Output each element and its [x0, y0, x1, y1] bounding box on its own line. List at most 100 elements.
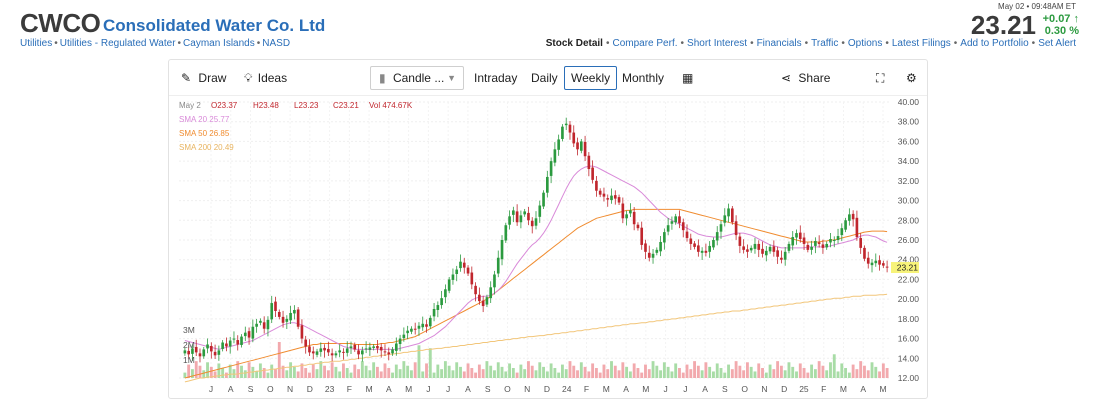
- x-tick-label: J: [209, 384, 213, 394]
- price-candles: [183, 117, 889, 363]
- candle-body: [523, 211, 526, 215]
- candle-body: [829, 239, 832, 243]
- candle-body: [508, 216, 511, 225]
- x-tick-label: F: [347, 384, 352, 394]
- volume-bar: [738, 365, 742, 378]
- candle-body: [704, 250, 708, 253]
- volume-bar: [594, 368, 598, 378]
- breadcrumb-sector[interactable]: Utilities: [20, 38, 53, 49]
- link-short-interest[interactable]: Short Interest: [687, 38, 748, 49]
- volume-bar: [428, 348, 432, 378]
- share-icon: ⋖: [781, 71, 792, 85]
- link-options[interactable]: Options: [847, 38, 883, 49]
- volume-bar: [560, 364, 564, 378]
- candle-body: [553, 149, 557, 163]
- volume-bar: [662, 362, 666, 378]
- fullscreen-button[interactable]: ⛶: [876, 66, 884, 90]
- volume-bar: [236, 361, 240, 378]
- link-financials[interactable]: Financials: [756, 38, 802, 49]
- chart-type-select[interactable]: ▮ Candle ... ▼: [370, 66, 464, 90]
- volume-bar: [708, 366, 712, 378]
- volume-bar: [783, 370, 787, 378]
- calendar-icon: ▦: [682, 71, 694, 85]
- volume-bar: [787, 362, 791, 378]
- volume-bars: [183, 342, 889, 378]
- price-change: +0.07 ↑ 0.30 %: [1043, 13, 1079, 37]
- volume-bar: [368, 370, 372, 378]
- sma20-line: [184, 165, 888, 350]
- x-tick-label: A: [702, 384, 708, 394]
- volume-bar: [481, 369, 485, 378]
- candle-body: [663, 232, 666, 243]
- volume-bar: [262, 368, 266, 378]
- candle-body: [410, 328, 413, 332]
- candle-body: [817, 242, 821, 244]
- interval-daily-button[interactable]: Daily: [531, 71, 558, 85]
- chart-axes: 40.00 38.00 36.00 34.00 32.00 30.00 28.00 26.00…: [183, 97, 919, 394]
- candle-body: [493, 274, 496, 288]
- breadcrumb-exchange[interactable]: NASD: [262, 38, 291, 49]
- x-tick-label: M: [405, 384, 412, 394]
- share-button[interactable]: ⋖ Share: [781, 66, 830, 90]
- candle-body: [625, 214, 628, 219]
- calendar-button[interactable]: ▦: [682, 66, 693, 90]
- interval-weekly-button[interactable]: Weekly: [564, 66, 618, 90]
- candle-body: [421, 323, 425, 328]
- volume-tick-label: 1M: [183, 355, 195, 365]
- legend-low: L23.23: [294, 101, 319, 110]
- interval-monthly-button[interactable]: Monthly: [622, 71, 665, 85]
- volume-bar: [715, 363, 719, 378]
- legend-sma20-value: 25.77: [209, 115, 230, 124]
- legend-sma50-label: SMA 50: [179, 129, 208, 138]
- candle-body: [455, 269, 459, 275]
- candle-body: [349, 346, 353, 348]
- candle-body: [644, 243, 647, 252]
- company-name-link[interactable]: Consolidated Water Co. Ltd: [103, 16, 326, 35]
- volume-bar: [753, 371, 757, 378]
- volume-bar: [194, 361, 198, 378]
- volume-bar: [266, 372, 270, 378]
- y-tick-label: 16.00: [898, 334, 920, 344]
- ideas-button[interactable]: 💡︎ Ideas: [244, 66, 287, 90]
- settings-button[interactable]: ⚙: [906, 66, 917, 90]
- volume-bar: [568, 361, 572, 378]
- candle-body: [840, 228, 844, 236]
- breadcrumb-industry[interactable]: Utilities - Regulated Water: [59, 38, 176, 49]
- y-tick-label: 34.00: [898, 156, 920, 166]
- volume-bar: [712, 371, 715, 378]
- chart-type-value: Candle ...: [392, 71, 445, 85]
- y-tick-label: 18.00: [898, 314, 920, 324]
- volume-bar: [538, 362, 542, 378]
- link-add-to-portfolio[interactable]: Add to Portfolio: [960, 38, 1029, 49]
- volume-bar: [644, 364, 647, 378]
- legend-high: H23.48: [253, 101, 279, 110]
- link-stock-detail[interactable]: Stock Detail: [545, 38, 603, 49]
- candle-body: [383, 351, 387, 353]
- x-tick-label: M: [642, 384, 649, 394]
- last-price-label: 23.21: [897, 263, 919, 273]
- candle-body: [591, 167, 594, 180]
- candle-body: [459, 261, 462, 269]
- y-tick-label: 28.00: [898, 215, 920, 225]
- candlestick-chart[interactable]: 40.00 38.00 36.00 34.00 32.00 30.00 28.00 26.00…: [169, 97, 927, 399]
- volume-bar: [810, 364, 814, 378]
- y-tick-label: 32.00: [898, 176, 920, 186]
- x-tick-label: D: [544, 384, 550, 394]
- candle-body: [708, 245, 711, 252]
- link-set-alert[interactable]: Set Alert: [1038, 38, 1076, 49]
- draw-button[interactable]: ✎ Draw: [181, 66, 226, 90]
- candle-body: [519, 215, 523, 223]
- link-latest-filings[interactable]: Latest Filings: [891, 38, 951, 49]
- volume-bar: [606, 369, 610, 378]
- link-traffic[interactable]: Traffic: [811, 38, 839, 49]
- volume-bar: [542, 366, 545, 378]
- draw-label: Draw: [198, 71, 227, 85]
- volume-bar: [462, 371, 466, 378]
- breadcrumb-country[interactable]: Cayman Islands: [183, 38, 255, 49]
- volume-bar: [829, 362, 832, 378]
- volume-bar: [270, 364, 274, 378]
- interval-intraday-button[interactable]: Intraday: [474, 71, 518, 85]
- volume-bar: [443, 361, 447, 378]
- volume-bar: [693, 361, 697, 378]
- link-compare-perf[interactable]: Compare Perf.: [612, 38, 678, 49]
